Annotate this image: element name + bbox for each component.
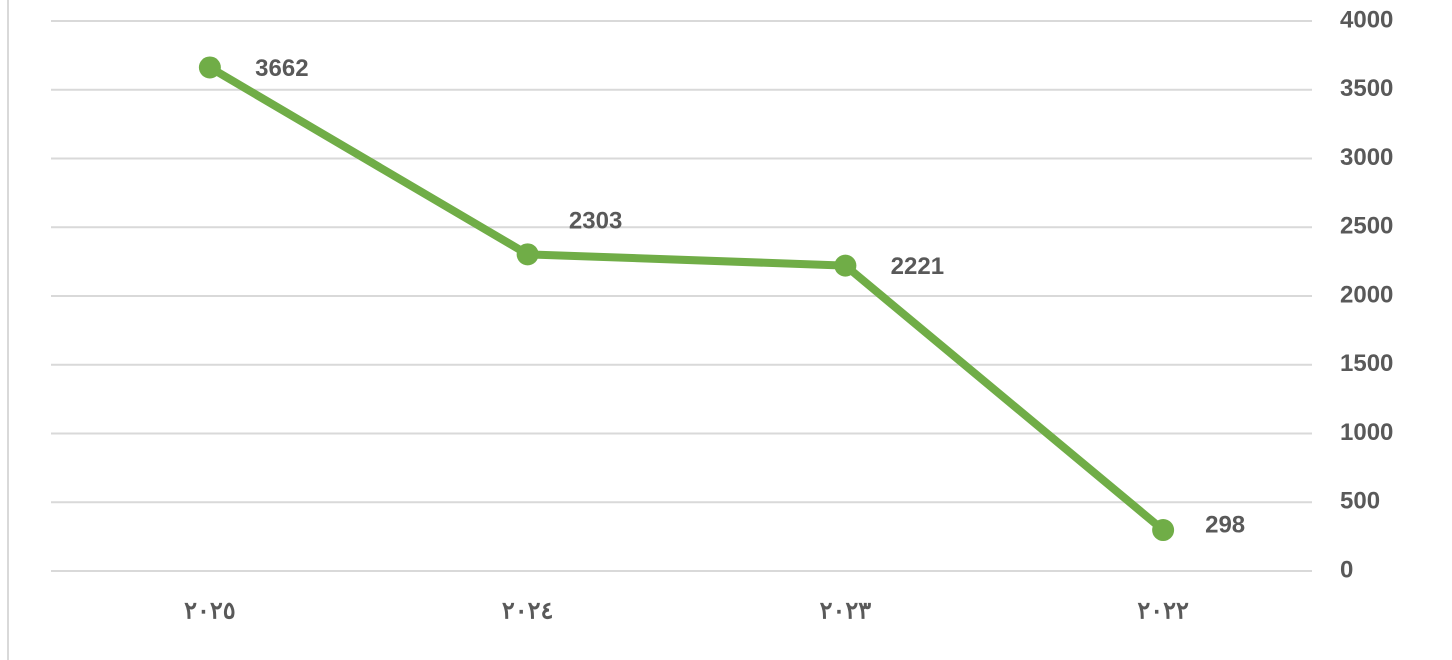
x-tick-label: ٢٠٢٣ [820, 597, 872, 624]
y-tick-label: 4000 [1340, 6, 1393, 33]
marker [516, 243, 539, 266]
y-tick-label: 2500 [1340, 213, 1393, 240]
x-tick-label: ٢٠٢٢ [1137, 597, 1189, 624]
marker [198, 56, 221, 79]
y-tick-label: 0 [1340, 556, 1353, 583]
data-label: 2221 [891, 253, 944, 280]
y-tick-label: 1500 [1340, 350, 1393, 377]
marker [834, 254, 857, 277]
y-tick-label: 2000 [1340, 281, 1393, 308]
data-label: 3662 [255, 55, 308, 82]
y-tick-label: 3000 [1340, 144, 1393, 171]
y-tick-label: 500 [1340, 488, 1380, 515]
data-label: 298 [1205, 511, 1245, 538]
y-tick-label: 1000 [1340, 419, 1393, 446]
x-tick-label: ٢٠٢٥ [184, 597, 236, 624]
y-tick-label: 3500 [1340, 75, 1393, 102]
x-tick-label: ٢٠٢٤ [502, 597, 554, 624]
data-label: 2303 [569, 208, 622, 235]
marker [1152, 519, 1175, 542]
line [207, 64, 1166, 534]
